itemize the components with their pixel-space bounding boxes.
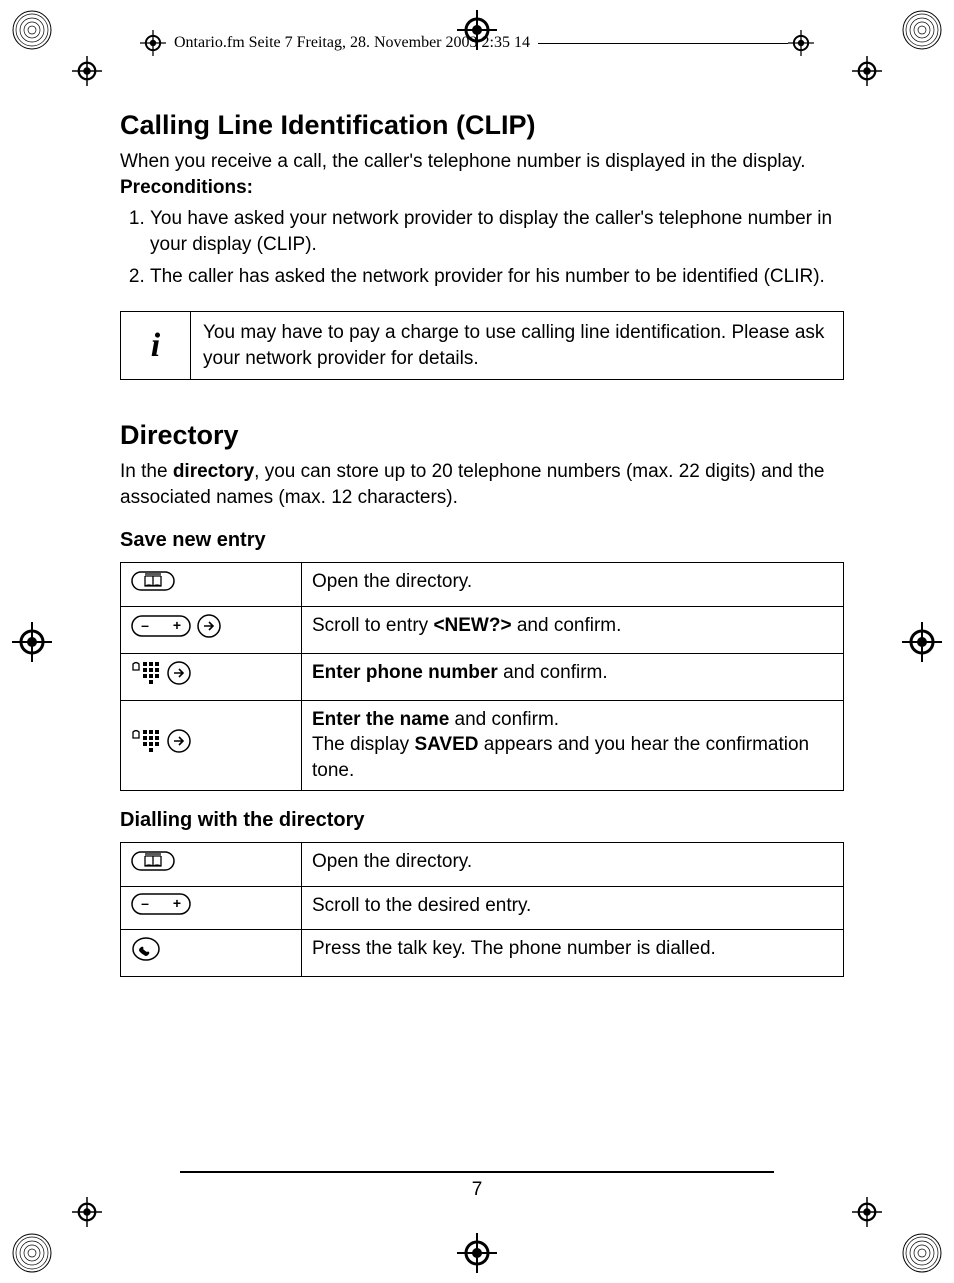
info-box: i You may have to pay a charge to use ca… bbox=[120, 311, 844, 380]
keypad-icon bbox=[131, 660, 161, 694]
preconditions-list: You have asked your network provider to … bbox=[120, 206, 844, 289]
text-run-bold: Enter the name bbox=[312, 709, 449, 730]
info-icon: i bbox=[121, 312, 191, 379]
svg-text:–: – bbox=[141, 617, 149, 633]
ok-key-icon bbox=[166, 660, 192, 694]
talk-key-icon bbox=[131, 936, 161, 970]
ok-key-icon bbox=[196, 613, 222, 647]
scroll-key-icon: –+ bbox=[131, 893, 191, 923]
crop-target-icon bbox=[902, 622, 942, 662]
crop-target-icon bbox=[72, 56, 102, 86]
table-row: –+ Scroll to entry <NEW?> and confirm. bbox=[121, 607, 844, 654]
crop-target-icon bbox=[788, 30, 814, 56]
text-run: and confirm. bbox=[449, 709, 559, 730]
key-cell bbox=[121, 842, 302, 887]
crop-target-icon bbox=[72, 1197, 102, 1227]
key-cell: –+ bbox=[121, 607, 302, 654]
table-row: Enter phone number and confirm. bbox=[121, 654, 844, 701]
footer-rule bbox=[180, 1171, 774, 1173]
text-run: Scroll to entry bbox=[312, 615, 433, 636]
svg-text:–: – bbox=[141, 895, 149, 911]
text-run-bold: <NEW?> bbox=[433, 615, 511, 636]
preconditions-label: Preconditions: bbox=[120, 175, 844, 201]
crop-target-icon bbox=[140, 30, 166, 56]
table-row: Press the talk key. The phone number is … bbox=[121, 929, 844, 976]
content-area: Calling Line Identification (CLIP) When … bbox=[120, 110, 844, 977]
precondition-item: You have asked your network provider to … bbox=[150, 206, 844, 257]
key-cell bbox=[121, 929, 302, 976]
instruction-cell: Open the directory. bbox=[302, 562, 844, 607]
text-run: and confirm. bbox=[498, 662, 608, 683]
key-cell: –+ bbox=[121, 887, 302, 930]
crop-target-icon bbox=[852, 56, 882, 86]
text-run-bold: SAVED bbox=[414, 734, 478, 755]
instruction-cell: Open the directory. bbox=[302, 842, 844, 887]
header-text: Ontario.fm Seite 7 Freitag, 28. November… bbox=[174, 34, 530, 52]
text-run: and confirm. bbox=[512, 615, 622, 636]
ok-key-icon bbox=[166, 728, 192, 762]
scroll-key-icon: –+ bbox=[131, 615, 191, 645]
registration-mark-icon bbox=[902, 1233, 942, 1273]
section-clip-title: Calling Line Identification (CLIP) bbox=[120, 110, 844, 141]
book-key-icon bbox=[131, 569, 175, 601]
text-run-bold: Enter phone number bbox=[312, 662, 498, 683]
registration-mark-icon bbox=[12, 10, 52, 50]
svg-text:+: + bbox=[173, 895, 181, 911]
instruction-cell: Scroll to the desired entry. bbox=[302, 887, 844, 930]
instruction-cell: Press the talk key. The phone number is … bbox=[302, 929, 844, 976]
print-header: Ontario.fm Seite 7 Freitag, 28. November… bbox=[140, 30, 814, 56]
instruction-cell: Enter the name and confirm. The display … bbox=[302, 700, 844, 790]
dialling-title: Dialling with the directory bbox=[120, 809, 844, 832]
page-number: 7 bbox=[0, 1179, 954, 1201]
crop-target-icon bbox=[12, 622, 52, 662]
svg-text:+: + bbox=[173, 617, 181, 633]
precondition-item: The caller has asked the network provide… bbox=[150, 264, 844, 290]
save-entry-title: Save new entry bbox=[120, 529, 844, 552]
table-row: Open the directory. bbox=[121, 562, 844, 607]
section-directory-title: Directory bbox=[120, 420, 844, 451]
save-entry-table: Open the directory. –+ Scroll to entry <… bbox=[120, 562, 844, 791]
text-run: The display bbox=[312, 734, 414, 755]
table-row: Enter the name and confirm. The display … bbox=[121, 700, 844, 790]
header-rule bbox=[538, 43, 788, 44]
table-row: Open the directory. bbox=[121, 842, 844, 887]
instruction-cell: Enter phone number and confirm. bbox=[302, 654, 844, 701]
text-run: In the bbox=[120, 461, 173, 482]
book-key-icon bbox=[131, 849, 175, 881]
keypad-icon bbox=[131, 728, 161, 762]
dialling-table: Open the directory. –+ Scroll to the des… bbox=[120, 842, 844, 977]
instruction-cell: Scroll to entry <NEW?> and confirm. bbox=[302, 607, 844, 654]
registration-mark-icon bbox=[12, 1233, 52, 1273]
directory-intro: In the directory, you can store up to 20… bbox=[120, 459, 844, 510]
info-text: You may have to pay a charge to use call… bbox=[191, 312, 843, 379]
crop-target-icon bbox=[457, 1233, 497, 1273]
table-row: –+ Scroll to the desired entry. bbox=[121, 887, 844, 930]
crop-target-icon bbox=[852, 1197, 882, 1227]
page-container: Ontario.fm Seite 7 Freitag, 28. November… bbox=[0, 0, 954, 1283]
key-cell bbox=[121, 654, 302, 701]
clip-intro: When you receive a call, the caller's te… bbox=[120, 149, 844, 175]
key-cell bbox=[121, 700, 302, 790]
text-run-bold: directory bbox=[173, 461, 254, 482]
registration-mark-icon bbox=[902, 10, 942, 50]
key-cell bbox=[121, 562, 302, 607]
